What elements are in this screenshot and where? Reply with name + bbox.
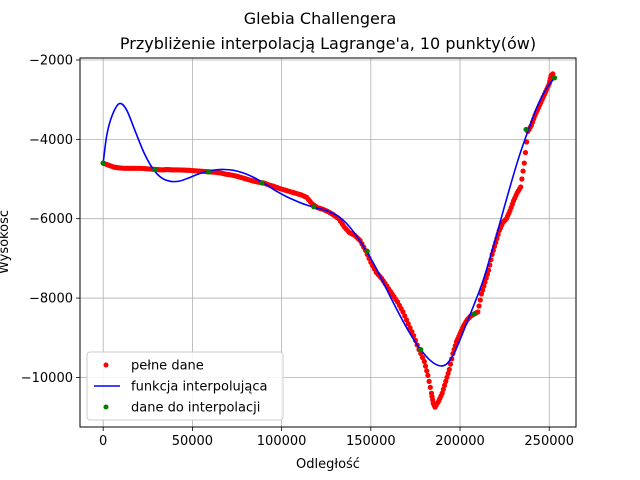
x-axis-ticks: 0 50000 100000 150000 200000 250000 <box>99 427 574 449</box>
x-tick-label: 50000 <box>172 434 213 449</box>
y-tick-label: −4000 <box>29 133 73 148</box>
full-data-point <box>478 291 485 297</box>
interpolation-node-point <box>523 126 529 133</box>
legend-label-nodes: dane do interpolacji <box>131 401 260 416</box>
full-data-point <box>519 176 525 182</box>
grid <box>80 58 576 427</box>
plot-area <box>100 71 558 410</box>
full-data-point <box>130 165 137 171</box>
full-data-point <box>407 325 413 331</box>
full-data-point <box>434 400 441 406</box>
full-data-point <box>307 198 313 205</box>
full-data-point <box>441 382 448 388</box>
legend-label-full-data: pełne dane <box>131 359 204 374</box>
full-data-point <box>427 384 433 390</box>
full-data-point <box>506 210 512 217</box>
full-data-point <box>426 378 432 384</box>
chart-subtitle: Przybliżenie interpolacją Lagrange'a, 10… <box>120 34 536 53</box>
y-tick-label: −10000 <box>21 371 73 386</box>
interpolation-node-point <box>205 169 212 175</box>
full-data-point <box>393 296 399 302</box>
legend-box <box>86 351 284 421</box>
x-tick-label: 0 <box>99 434 107 449</box>
x-tick-label: 200000 <box>435 434 485 449</box>
full-data-point <box>444 374 450 381</box>
full-data-point <box>345 227 351 234</box>
x-tick-label: 100000 <box>257 434 307 449</box>
interpolation-node-point <box>551 75 558 81</box>
full-data-point <box>398 306 404 312</box>
x-tick-label: 150000 <box>346 434 396 449</box>
full-data-point <box>157 167 163 173</box>
full-data-point <box>480 287 486 293</box>
interpolation-line <box>102 77 556 367</box>
full-data-point <box>339 221 345 227</box>
full-data-point <box>163 167 169 173</box>
full-data-point <box>419 354 426 361</box>
full-data-point <box>477 297 483 303</box>
legend-label-interpolation: funkcja interpolująca <box>131 380 267 395</box>
chart-title: Glebia Challengera <box>244 9 397 28</box>
full-data-point <box>302 193 308 200</box>
full-data-point <box>509 201 515 207</box>
y-tick-label: −6000 <box>29 212 73 227</box>
full-data-point <box>481 283 487 289</box>
full-data-point <box>425 372 431 379</box>
full-data-point <box>438 393 444 399</box>
full-data-point <box>422 363 429 369</box>
y-tick-label: −8000 <box>29 292 73 307</box>
interpolation-node-point <box>311 204 317 210</box>
full-data-point <box>447 361 454 367</box>
full-data-point <box>424 368 430 374</box>
full-data-point <box>521 160 527 166</box>
full-data-point <box>440 386 446 392</box>
interpolation-node-point <box>471 311 477 317</box>
y-tick-label: −2000 <box>29 53 73 68</box>
y-axis-ticks: −10000 −8000 −6000 −4000 −2000 <box>21 53 80 386</box>
full-data-point <box>125 165 131 171</box>
interpolation-nodes-series <box>100 75 558 353</box>
full-data-point <box>405 321 411 327</box>
legend-marker-nodes <box>103 404 109 410</box>
full-data-point <box>476 303 482 309</box>
x-tick-label: 250000 <box>524 434 574 449</box>
interpolation-node-point <box>259 180 265 186</box>
full-data-point <box>445 370 451 377</box>
interpolation-node-point <box>100 160 106 166</box>
full-data-point <box>402 313 408 319</box>
legend-marker-full-data <box>103 362 109 368</box>
full-data-point <box>421 358 427 365</box>
full-data-point <box>522 149 529 156</box>
full-data-point <box>430 397 436 403</box>
full-data-point <box>516 186 523 192</box>
axes-frame <box>79 57 577 428</box>
y-axis-label: Wysokość <box>0 210 12 274</box>
interpolation-node-point <box>418 347 424 353</box>
x-axis-label: Odległość <box>296 457 360 472</box>
full-data-point <box>443 378 449 384</box>
interpolation-node-point <box>364 248 370 254</box>
full-data-point <box>446 366 452 373</box>
full-data-point <box>520 168 526 174</box>
full-data-point <box>502 217 508 223</box>
full-data-point <box>513 192 519 199</box>
interpolation-node-point <box>152 166 158 173</box>
full-data-point <box>403 317 410 323</box>
legend: pełne dane funkcja interpolująca dane do… <box>86 351 284 421</box>
